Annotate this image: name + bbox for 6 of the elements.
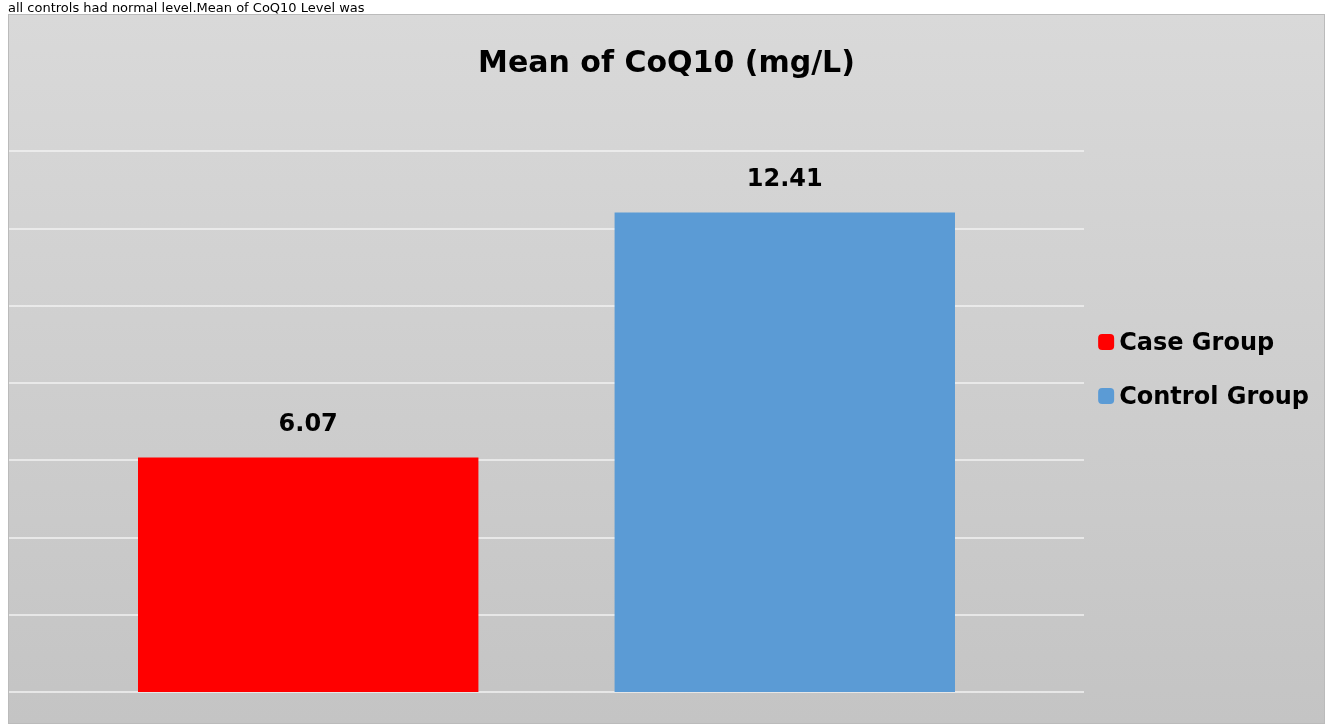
data-label: 6.07 [278, 409, 338, 438]
text: all controls had normal level.Mean of CoQ10 Level was [8, 0, 365, 15]
legend-label: Case Group [1119, 328, 1275, 356]
chart-title: Mean of CoQ10 (mg/L) [478, 43, 855, 79]
legend-label: Control Group [1119, 382, 1309, 410]
data-label: 12.41 [746, 164, 823, 193]
